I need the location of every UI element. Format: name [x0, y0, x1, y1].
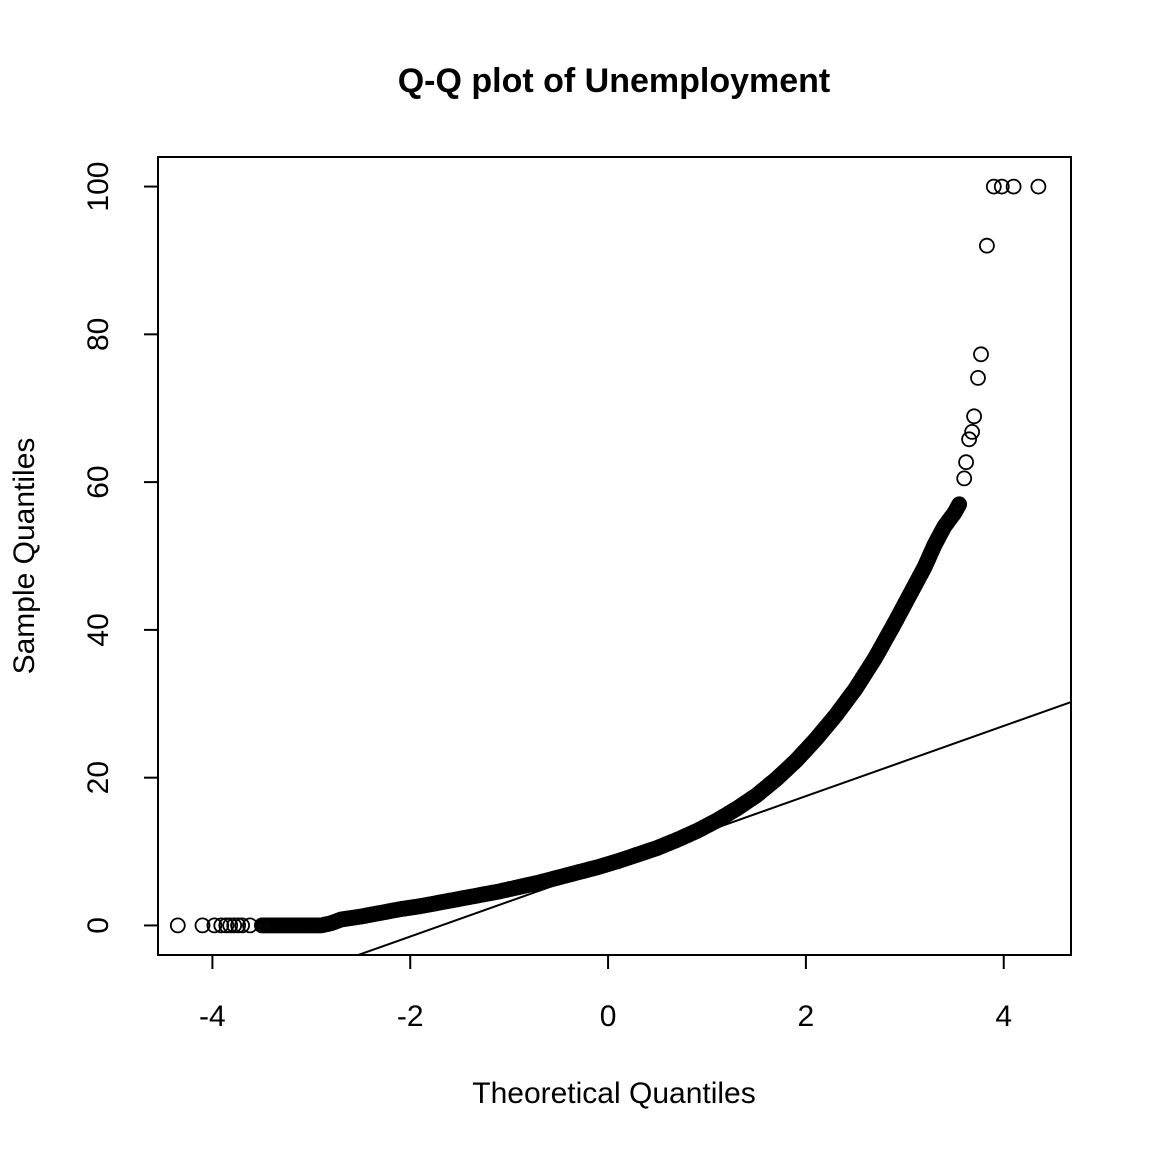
- sample-point: [218, 917, 235, 934]
- sample-point: [1030, 178, 1047, 195]
- sample-point: [985, 178, 1002, 195]
- y-tick-label: 40: [82, 613, 115, 646]
- x-tick-label: -4: [199, 1000, 226, 1033]
- y-tick-label: 60: [82, 465, 115, 498]
- sample-point: [970, 369, 986, 386]
- y-tick-label: 20: [82, 761, 115, 794]
- sample-points: [169, 178, 1047, 934]
- sample-point: [979, 237, 995, 254]
- y-tick-label: 0: [82, 917, 115, 934]
- sample-point: [973, 346, 989, 363]
- sample-point: [950, 497, 967, 514]
- x-axis-label: Theoretical Quantiles: [472, 1077, 755, 1110]
- y-axis-label: Sample Quantiles: [8, 438, 41, 675]
- sample-point: [966, 408, 982, 425]
- sample-point: [169, 917, 186, 934]
- x-tick-label: 0: [600, 1000, 617, 1033]
- sample-point: [956, 470, 973, 487]
- y-axis: 0 20 40 60 80 100: [82, 162, 158, 934]
- y-tick-label: 80: [82, 318, 115, 351]
- sample-point: [958, 454, 974, 471]
- y-tick-label: 100: [82, 162, 115, 212]
- plot-frame: [157, 156, 1072, 956]
- x-axis: -4 -2 0 2 4: [199, 955, 1012, 1033]
- sample-point: [194, 917, 211, 934]
- sample-point: [964, 423, 980, 440]
- sample-point: [234, 917, 251, 934]
- sample-point: [993, 178, 1010, 195]
- sample-point: [230, 917, 247, 934]
- sample-point: [222, 917, 239, 934]
- chart-title: Q-Q plot of Unemployment: [398, 62, 831, 100]
- x-tick-label: 4: [995, 1000, 1012, 1033]
- x-tick-label: 2: [798, 1000, 815, 1033]
- sample-point: [206, 917, 223, 934]
- sample-point: [1005, 178, 1022, 195]
- sample-point: [226, 917, 243, 934]
- sample-point: [213, 917, 230, 934]
- x-tick-label: -2: [397, 1000, 424, 1033]
- sample-point: [961, 431, 977, 448]
